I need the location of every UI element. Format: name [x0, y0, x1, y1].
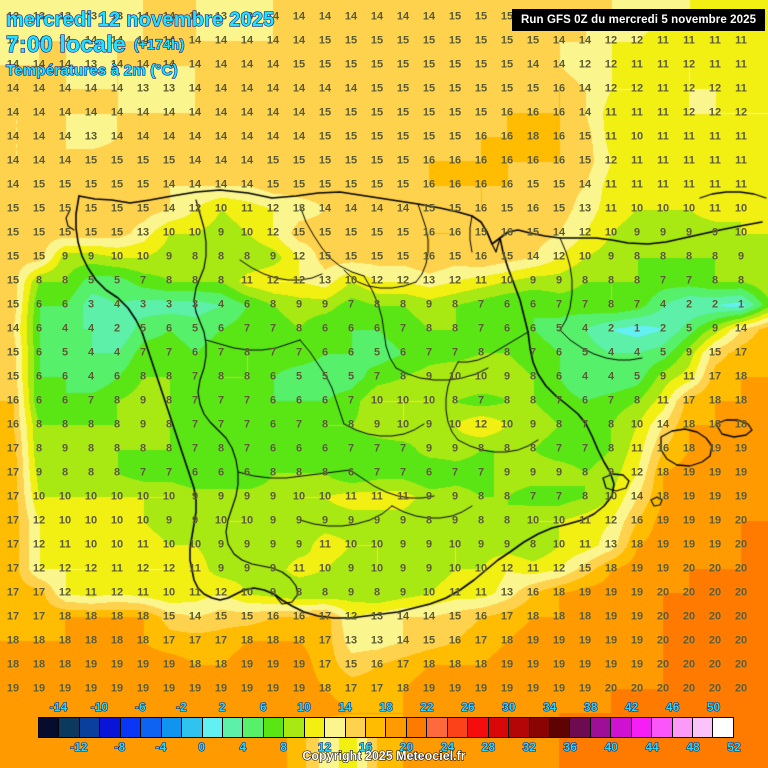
color-scale-bar [38, 717, 734, 738]
legend-tick-label: 36 [563, 740, 577, 754]
legend-swatch [386, 718, 407, 737]
model-run-banner: Run GFS 0Z du mercredi 5 novembre 2025 [512, 9, 766, 31]
legend-swatch [713, 718, 733, 737]
legend-tick-label: 42 [624, 700, 639, 714]
legend-tick-label: -6 [134, 700, 146, 714]
legend-tick-label: -4 [155, 740, 167, 754]
legend-swatch [488, 718, 510, 737]
legend-tick-label: 52 [727, 740, 741, 754]
legend-swatch [366, 718, 387, 737]
legend-swatch [304, 718, 326, 737]
copyright-label: Copyright 2025 Meteociel.fr [302, 748, 466, 763]
legend-swatch [509, 718, 530, 737]
legend-tick-label: 16 [358, 740, 373, 754]
legend-swatch [100, 718, 121, 737]
legend-swatch [447, 718, 469, 737]
legend-swatch [182, 718, 203, 737]
legend-tick-label: 12 [317, 740, 332, 754]
legend-swatch [427, 718, 448, 737]
legend-tick-label: 44 [645, 740, 659, 754]
legend-swatch [325, 718, 346, 737]
legend-swatch [39, 718, 60, 737]
legend-tick-label: 22 [420, 700, 434, 714]
legend-tick-label: 40 [604, 740, 618, 754]
legend-swatch [161, 718, 183, 737]
legend-tick-label: 34 [543, 700, 557, 714]
legend-swatch [693, 718, 714, 737]
legend-tick-label: 32 [522, 740, 536, 754]
legend-tick-label: -2 [175, 700, 187, 714]
legend-swatch [263, 718, 285, 737]
legend-tick-label: 50 [706, 700, 721, 714]
legend-swatch [141, 718, 162, 737]
legend-tick-label: 0 [198, 740, 206, 754]
legend-swatch [549, 718, 571, 737]
legend-tick-label: 48 [686, 740, 700, 754]
legend-swatch [202, 718, 223, 737]
legend-tick-label: -10 [90, 700, 109, 714]
legend-tick-label: 8 [280, 740, 288, 754]
legend-swatch [345, 718, 366, 737]
legend-tick-label: -14 [49, 700, 68, 714]
legend-swatch [590, 718, 612, 737]
legend-swatch [570, 718, 591, 737]
legend-swatch [611, 718, 632, 737]
legend-swatch [120, 718, 142, 737]
legend-tick-label: 4 [239, 740, 247, 754]
legend-swatch [243, 718, 264, 737]
legend-swatch [468, 718, 489, 737]
legend-swatch [406, 718, 428, 737]
legend-swatch [652, 718, 673, 737]
legend-swatch [284, 718, 305, 737]
legend-swatch [631, 718, 653, 737]
legend-tick-label: 46 [665, 700, 680, 714]
legend-tick-label: 26 [461, 700, 475, 714]
color-scale-legend: -14 -10 -6 -2 2 6 10 14 18 22 26 30 34 38 42 46 50 -12 -8-… [38, 700, 741, 754]
legend-tick-label: -12 [70, 740, 88, 754]
legend-swatch [59, 718, 80, 737]
legend-tick-label: 2 [218, 700, 226, 714]
legend-tick-label: 18 [379, 700, 393, 714]
legend-tick-label: 24 [440, 740, 455, 754]
legend-swatch [222, 718, 244, 737]
legend-tick-label: -8 [114, 740, 126, 754]
legend-tick-label: 20 [399, 740, 414, 754]
legend-tick-label: 10 [297, 700, 311, 714]
legend-swatch [672, 718, 693, 737]
legend-tick-label: 6 [259, 700, 267, 714]
legend-swatch [529, 718, 550, 737]
legend-tick-label: 38 [583, 700, 598, 714]
legend-tick-label: 30 [502, 700, 516, 714]
legend-tick-label: 14 [338, 700, 352, 714]
legend-swatch [79, 718, 101, 737]
legend-tick-label: 28 [481, 740, 496, 754]
